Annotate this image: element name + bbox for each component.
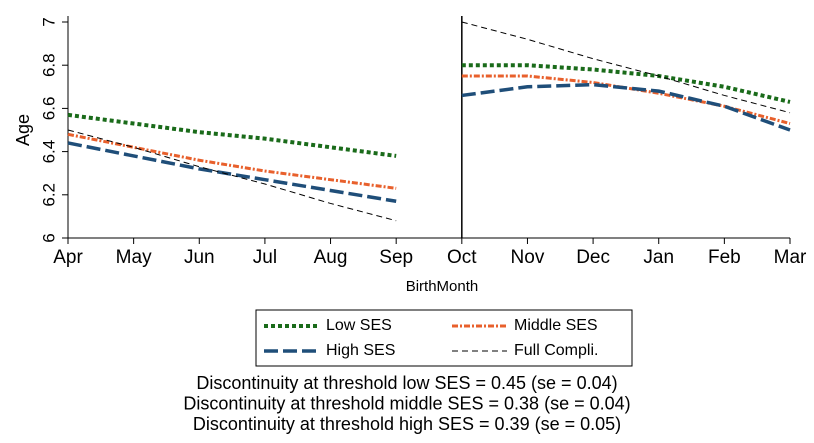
note: Discontinuity at threshold high SES = 0.… (193, 414, 621, 434)
x-tick-label: Nov (511, 247, 545, 268)
series-line (67, 132, 397, 190)
legend-label: Low SES (326, 317, 392, 334)
x-tick-label: Aug (314, 247, 348, 268)
y-tick-label: 6.4 (39, 140, 58, 164)
x-tick-label: Mar (774, 247, 807, 268)
x-tick-label: Oct (447, 247, 477, 268)
y-tick-label: 7 (39, 17, 58, 26)
y-axis-label: Age (13, 114, 33, 146)
note: Discontinuity at threshold low SES = 0.4… (196, 373, 617, 393)
series-line (461, 63, 791, 104)
y-tick-label: 6 (39, 233, 58, 242)
series-line (67, 141, 397, 204)
x-tick-label: Dec (576, 247, 610, 268)
legend-label: Full Compli. (514, 342, 598, 359)
x-tick-label: Apr (53, 247, 83, 268)
x-tick-label: Feb (708, 247, 741, 268)
x-axis-label: BirthMonth (406, 278, 479, 295)
series-line (461, 82, 791, 132)
note: Discontinuity at threshold middle SES = … (183, 393, 630, 413)
series-line (67, 112, 397, 158)
legend-box (255, 309, 633, 367)
series-line (67, 129, 397, 222)
y-tick-label: 6.8 (39, 53, 58, 77)
series-line (461, 74, 791, 125)
series-line (461, 21, 791, 114)
x-tick-label: May (116, 247, 152, 268)
y-tick-label: 6.6 (39, 97, 58, 121)
x-tick-label: Jun (184, 247, 215, 268)
legend-label: High SES (326, 342, 395, 359)
x-tick-label: Sep (379, 247, 413, 268)
legend-label: Middle SES (514, 317, 598, 334)
x-tick-label: Jul (253, 247, 277, 268)
y-tick-label: 6.2 (39, 183, 58, 207)
x-tick-label: Jan (643, 247, 674, 268)
